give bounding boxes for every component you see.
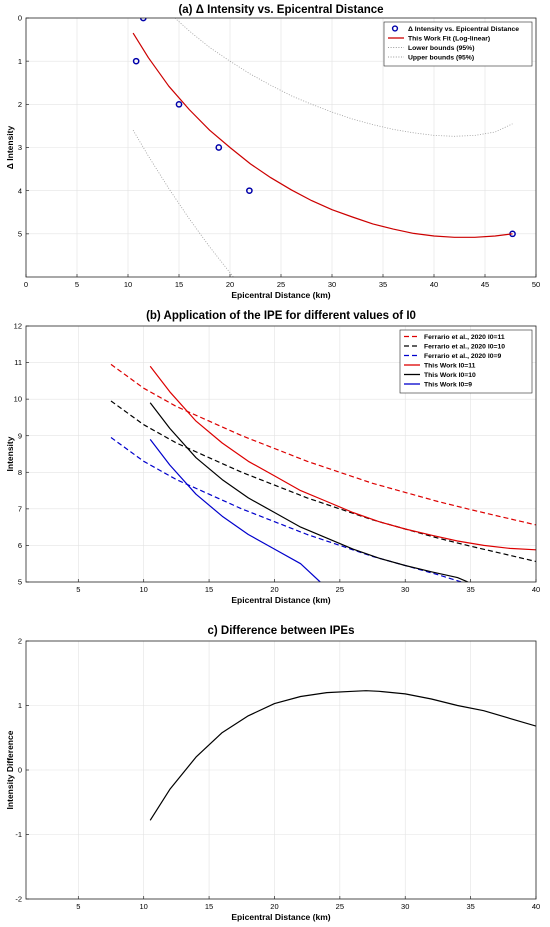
series-line-3 [132, 129, 234, 277]
y-tick-label: 8 [18, 468, 22, 477]
series-line-2 [110, 400, 536, 563]
legend-entry: This Work I0=10 [424, 372, 476, 379]
y-tick-label: 10 [14, 395, 22, 404]
x-tick-label: 15 [205, 585, 213, 594]
series-line-6 [149, 439, 321, 582]
chart-title: (b) Application of the IPE for different… [146, 310, 416, 322]
y-tick-label: 0 [18, 766, 22, 775]
y-axis-label: Intensity Difference [5, 730, 15, 809]
x-tick-label: 35 [466, 902, 474, 911]
x-tick-label: 35 [379, 280, 387, 289]
x-tick-label: 25 [336, 902, 344, 911]
x-tick-label: 15 [205, 902, 213, 911]
legend-entry: Upper bounds (95%) [408, 54, 474, 61]
y-tick-label: 4 [18, 186, 22, 195]
x-tick-label: 0 [24, 280, 28, 289]
y-tick-label: 2 [18, 100, 22, 109]
series-line-4 [174, 18, 513, 137]
data-point [139, 18, 147, 22]
x-tick-label: 20 [270, 902, 278, 911]
series-line-1 [110, 363, 536, 526]
legend-entry: Ferrario et al., 2020 I0=11 [424, 334, 505, 341]
x-tick-label: 30 [401, 585, 409, 594]
x-tick-label: 20 [270, 585, 278, 594]
legend: Ferrario et al., 2020 I0=11 Ferrario et a… [399, 329, 533, 394]
x-tick-label: 50 [532, 280, 540, 289]
x-tick-label: 25 [336, 585, 344, 594]
legend-entry: Ferrario et al., 2020 I0=10 [424, 343, 505, 350]
y-tick-label: -2 [15, 895, 22, 904]
axes-frame [25, 325, 537, 583]
x-tick-label: 45 [481, 280, 489, 289]
y-tick-label: 1 [18, 57, 22, 66]
x-tick-label: 15 [175, 280, 183, 289]
x-tick-label: 40 [532, 902, 540, 911]
y-tick-label: 11 [14, 358, 22, 367]
legend-box [383, 21, 533, 67]
y-tick-label: -1 [15, 830, 22, 839]
x-tick-label: 5 [75, 280, 79, 289]
series-group [110, 363, 536, 582]
x-tick-label: 20 [226, 280, 234, 289]
y-tick-label: 6 [18, 541, 22, 550]
y-axis-label: Δ Intensity [5, 126, 15, 170]
y-tick-label: 1 [18, 701, 22, 710]
x-tick-label: 10 [124, 280, 132, 289]
x-axis-label: Epicentral Distance (km) [231, 595, 330, 605]
y-axis-label: Intensity [5, 436, 15, 471]
series-line-5 [149, 402, 469, 582]
y-tick-label: 3 [18, 143, 22, 152]
legend-entry: Δ Intensity vs. Epicentral Distance [408, 26, 519, 33]
y-tick-label: 12 [14, 322, 22, 331]
y-tick-label: 5 [18, 229, 22, 238]
y-tick-label: 5 [18, 578, 22, 587]
data-point [175, 100, 183, 108]
y-tick-label: 0 [18, 14, 22, 23]
y-tick-label: 9 [18, 431, 22, 440]
legend-entry: This Work I0=9 [424, 381, 472, 388]
chart-title: c) Difference between IPEs [208, 625, 355, 637]
x-axis-label: Epicentral Distance (km) [231, 912, 330, 922]
legend-entry: This Work I0=11 [424, 362, 476, 369]
data-point [215, 144, 223, 151]
panel-2: 5 10 15 20 25 30 35 40 5 6 7 8 9 10 11 12 (b) Applicatio… [5, 310, 540, 605]
y-tick-label: 2 [18, 637, 22, 646]
x-tick-label: 10 [140, 902, 148, 911]
data-point [132, 57, 140, 65]
legend-entry: Ferrario et al., 2020 I0=9 [424, 353, 501, 360]
x-tick-label: 30 [401, 902, 409, 911]
y-tick-label: 7 [18, 504, 22, 513]
legend-marker [391, 25, 399, 32]
x-tick-label: 10 [140, 585, 148, 594]
x-tick-label: 5 [76, 585, 80, 594]
legend: Δ Intensity vs. Epicentral Distance This … [383, 21, 533, 67]
series-line-1 [149, 690, 536, 821]
series-group [132, 18, 516, 277]
series-line-4 [149, 365, 536, 551]
x-tick-label: 5 [76, 902, 80, 911]
x-axis-label: Epicentral Distance (km) [231, 290, 330, 300]
data-point [246, 187, 253, 195]
x-tick-label: 35 [466, 585, 474, 594]
x-tick-label: 40 [430, 280, 438, 289]
series-line-2 [132, 32, 513, 238]
series-group [149, 690, 536, 821]
legend-box [399, 329, 533, 394]
legend-entry: Lower bounds (95%) [408, 45, 474, 52]
legend-entry: This Work Fit (Log-linear) [408, 35, 490, 42]
chart-title: (a) Δ Intensity vs. Epicentral Distance [178, 4, 383, 16]
x-tick-label: 25 [277, 280, 285, 289]
x-tick-label: 30 [328, 280, 336, 289]
panel-3: 5 10 15 20 25 30 35 40 -2 -1 0 1 2 c) Difference betw… [5, 625, 540, 922]
x-tick-label: 40 [532, 585, 540, 594]
